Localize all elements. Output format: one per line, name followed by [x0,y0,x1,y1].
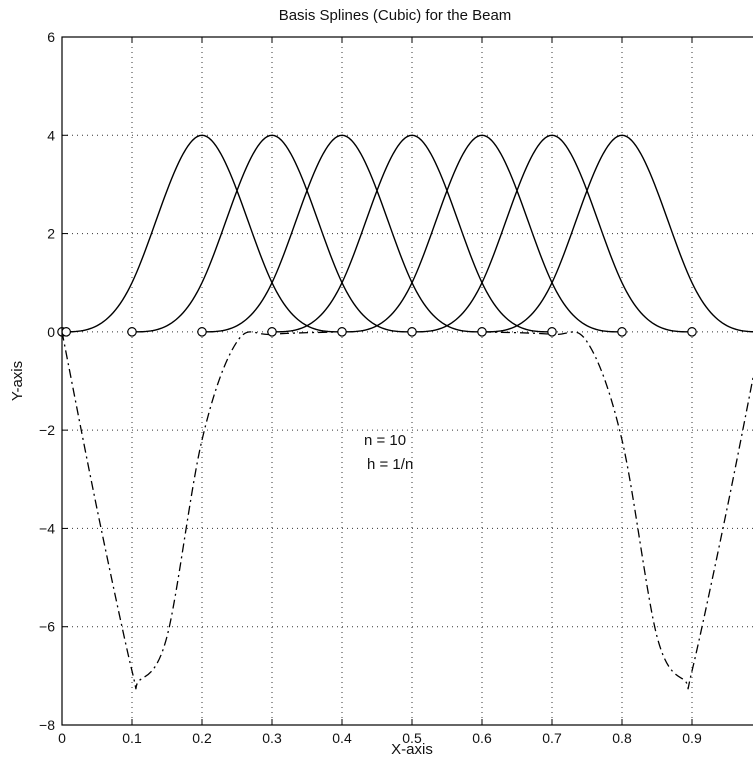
x-tick-label: 0.2 [192,730,212,746]
basis-spline-curve [342,134,622,333]
y-tick-label: 0 [47,324,55,340]
x-tick-label: 0.5 [402,730,422,746]
knot-marker [267,327,277,337]
basis-spline-curve [272,134,552,333]
y-tick-label: 4 [47,127,55,143]
knot-marker [127,327,137,337]
knot-marker [337,327,347,337]
y-tick-label: −8 [39,717,55,733]
basis-spline-curve [412,134,692,333]
x-tick-label: 0 [58,730,66,746]
x-tick-label: 0.4 [332,730,352,746]
ticks: 0 0.1 0.2 0.3 0.4 0.5 0.6 0.7 0.8 0.9 −8 −6 −4 −2 0 2 4 6 [39,29,702,746]
x-tick-label: 0.3 [262,730,282,746]
plot-frame [61,36,753,726]
y-axis-label: Y-axis [9,361,26,401]
basis-spline-curve [132,134,412,333]
y-tick-label: −6 [39,619,55,635]
knot-marker [617,327,627,337]
knot-marker [61,327,71,337]
grid [62,37,753,725]
x-tick-label: 0.1 [122,730,142,746]
boundary-spline-curve [61,331,343,690]
basis-spline-curve [202,134,482,333]
x-tick-label: 0.8 [612,730,632,746]
knot-marker [477,327,487,337]
knot-marker [547,327,557,337]
chart-title: Basis Splines (Cubic) for the Beam [279,7,512,24]
curves [61,134,753,690]
annotation-h: h = 1/n [367,456,413,473]
knot-marker [687,327,697,337]
knot-marker [197,327,207,337]
x-axis-label: X-axis [391,741,433,758]
basis-spline-curve [482,134,753,333]
annotation-n: n = 10 [364,432,406,449]
x-tick-label: 0.6 [472,730,492,746]
y-tick-label: 6 [47,29,55,45]
x-tick-label: 0.9 [682,730,702,746]
y-tick-label: −2 [39,422,55,438]
y-tick-label: −4 [39,520,55,536]
boundary-spline-curve [481,331,753,690]
x-tick-label: 0.7 [542,730,562,746]
knot-marker [407,327,417,337]
y-tick-label: 2 [47,226,55,242]
basis-spline-curve [62,134,342,333]
